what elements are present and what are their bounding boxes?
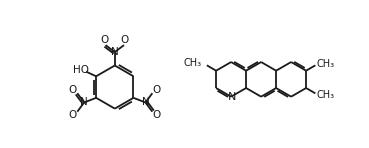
Text: O: O: [121, 35, 129, 45]
Text: CH₃: CH₃: [184, 58, 202, 68]
Text: O: O: [153, 110, 161, 120]
Text: O: O: [101, 35, 109, 45]
Text: CH₃: CH₃: [316, 90, 334, 100]
Text: O: O: [153, 85, 161, 95]
Text: N: N: [80, 98, 88, 107]
Text: N: N: [142, 98, 149, 107]
Text: O: O: [69, 85, 77, 95]
Text: CH₃: CH₃: [316, 59, 334, 69]
Text: N: N: [228, 92, 236, 102]
Text: O: O: [69, 110, 77, 120]
Text: N: N: [111, 47, 119, 57]
Text: HO: HO: [73, 65, 89, 75]
